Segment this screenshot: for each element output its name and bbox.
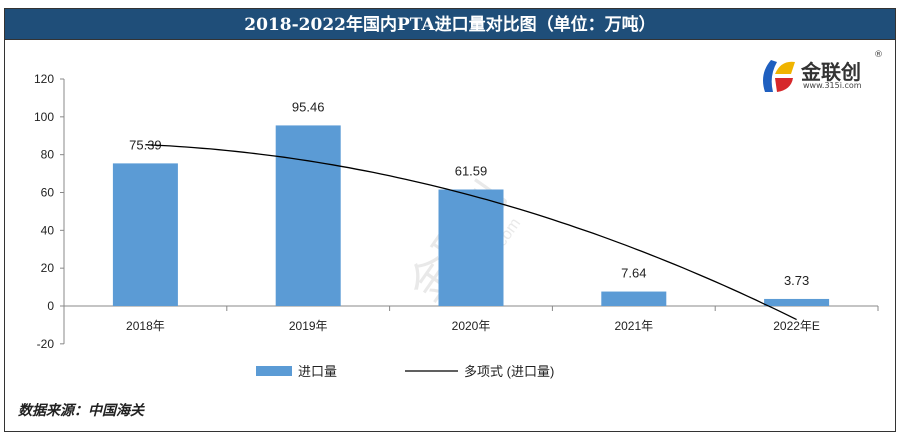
bar [438,189,504,306]
y-tick-label: 80 [41,148,55,162]
logo: 金联创 ® www.315i.com [757,50,887,96]
y-tick-label: -20 [37,337,55,351]
bar [275,125,341,306]
logo-icon [763,60,795,92]
y-tick-label: 0 [47,299,54,313]
legend-bar-swatch [256,366,292,376]
data-label: 3.73 [784,273,809,288]
y-tick-label: 100 [34,110,54,124]
bar [112,163,178,306]
x-tick-label: 2022年E [773,319,820,333]
logo-name: 金联创 [801,60,861,84]
data-source: 数据来源：中国海关 [18,403,144,419]
y-tick-label: 120 [34,72,54,86]
trend-line [145,144,797,321]
bar [601,291,667,306]
x-tick-label: 2018年 [126,319,165,333]
x-tick-label: 2020年 [452,319,491,333]
legend: 进口量 多项式 (进口量) [256,364,554,379]
bar [764,298,830,306]
legend-bar-label: 进口量 [298,364,337,379]
y-tick-label: 60 [41,186,55,200]
y-tick-label: 20 [41,261,55,275]
y-tick-label: 40 [41,223,55,237]
logo-registered: ® [874,50,883,60]
data-label: 61.59 [455,163,488,178]
data-label: 7.64 [621,266,646,281]
data-label: 95.46 [292,99,325,114]
x-tick-label: 2019年 [289,319,328,333]
x-tick-label: 2021年 [614,319,653,333]
legend-trend-label: 多项式 (进口量) [464,364,554,379]
logo-url: www.315i.com [803,81,862,90]
chart-title: 2018-2022年国内PTA进口量对比图（单位：万吨） [4,8,896,40]
